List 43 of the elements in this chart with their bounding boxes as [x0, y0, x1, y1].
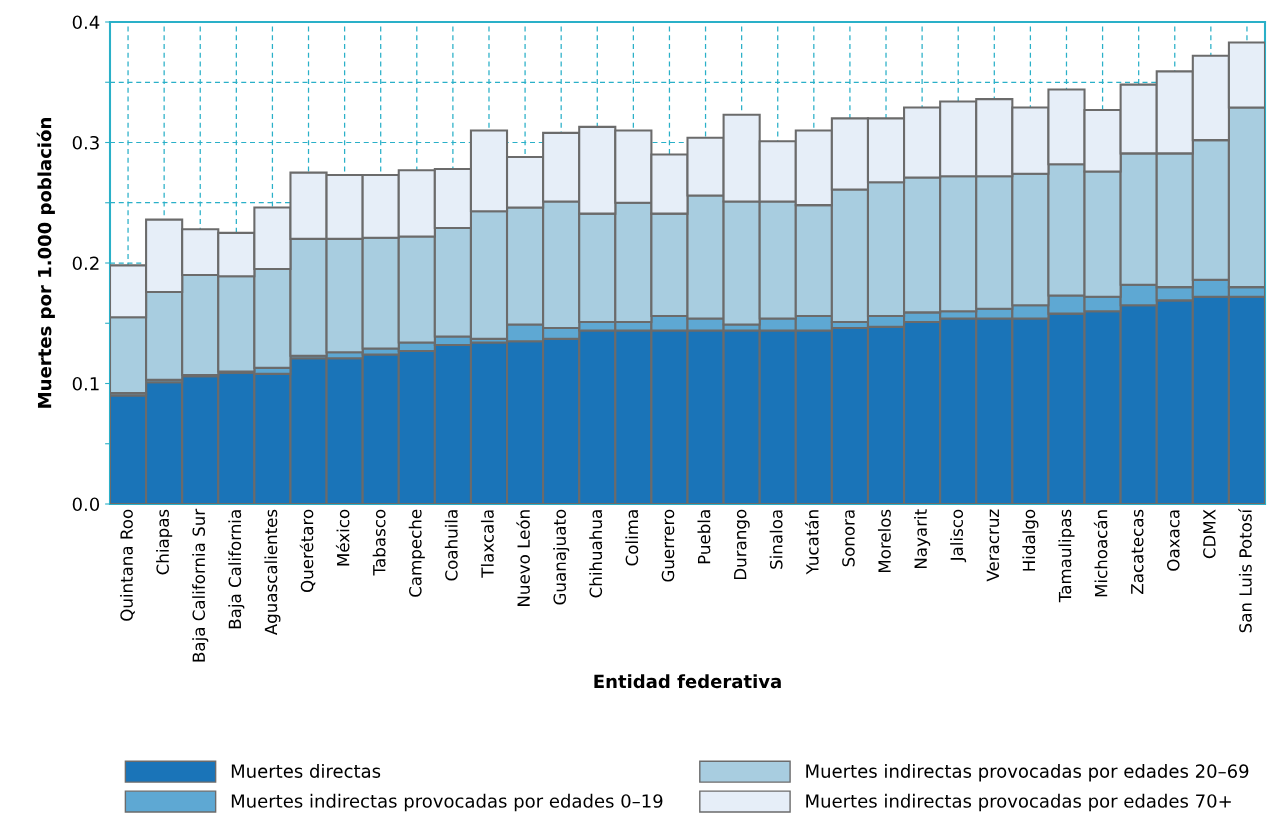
- y-tick-label: 0.1: [72, 376, 99, 391]
- x-tick-label: Oaxaca: [1166, 510, 1180, 571]
- x-tick-label: Colima: [625, 510, 639, 566]
- x-tick-label: Michoacán: [1093, 510, 1108, 597]
- x-tick-label: Morelos: [877, 509, 891, 573]
- x-tick-label: Nayarit: [914, 509, 931, 568]
- legend-label: Muertes indirectas provocadas por edades 0–19: [231, 793, 663, 812]
- x-tick-label: Guerrero: [661, 509, 675, 582]
- x-axis-title: Entidad federativa: [594, 674, 781, 689]
- x-tick-label: Tamaulipas: [1058, 509, 1075, 603]
- x-tick-label: Guanajuato: [553, 509, 570, 605]
- legend-label: Muertes indirectas provocadas por edades 20–69: [806, 763, 1249, 782]
- x-tick-label: Hidalgo: [1022, 509, 1039, 571]
- y-tick-label: 0.0: [72, 497, 100, 512]
- x-tick-label: México: [335, 509, 350, 566]
- x-tick-label: Veracruz: [986, 509, 1000, 582]
- x-tick-label: Zacatecas: [1131, 509, 1144, 594]
- x-tick-label: CDMX: [1203, 509, 1216, 559]
- y-axis-title: Muertes por 1.000 población: [36, 118, 55, 408]
- x-tick-label: Campeche: [408, 509, 425, 597]
- legend-label: Muertes indirectas provocadas por edades 70+: [806, 793, 1231, 812]
- y-tick-label: 0.2: [72, 256, 99, 271]
- x-tick-label: Sonora: [842, 510, 855, 567]
- x-tick-label: Puebla: [697, 510, 711, 564]
- x-tick-label: Tabasco: [372, 509, 386, 576]
- x-tick-label: Quintana Roo: [119, 509, 135, 621]
- x-tick-label: Baja California Sur: [192, 508, 209, 662]
- x-tick-label: Baja California: [228, 510, 245, 629]
- x-tick-label: Durango: [734, 509, 750, 580]
- x-tick-label: Yucatán: [805, 510, 819, 575]
- y-tick-label: 0.3: [72, 135, 99, 150]
- x-tick-label: Chiapas: [156, 509, 173, 575]
- x-tick-label: Tlaxcala: [480, 510, 494, 578]
- x-tick-label: San Luis Potosí: [1238, 508, 1252, 633]
- x-tick-label: Chihuahua: [589, 510, 603, 598]
- x-tick-label: Jalisco: [950, 509, 967, 563]
- legend-label: Muertes directas: [231, 763, 381, 778]
- x-tick-label: Coahuila: [444, 510, 458, 581]
- x-tick-label: Querétaro: [299, 509, 316, 593]
- y-tick-label: 0.4: [72, 15, 100, 30]
- x-tick-label: Nuevo León: [516, 510, 530, 606]
- x-tick-label: Aguascalientes: [264, 509, 281, 636]
- x-tick-label: Sinaloa: [769, 510, 783, 569]
